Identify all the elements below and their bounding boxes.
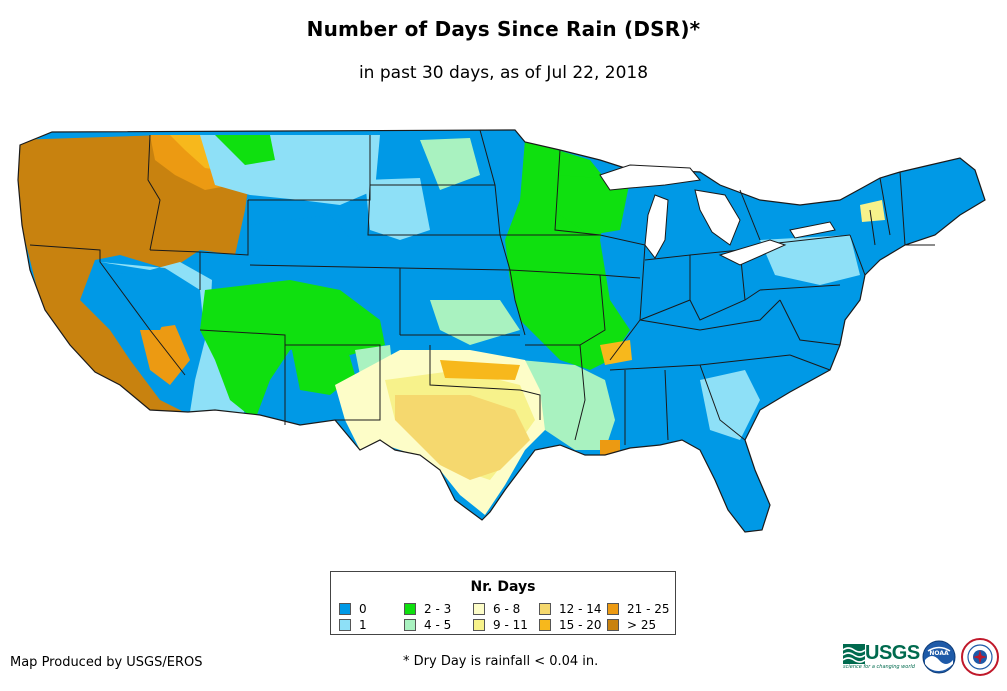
usgs-wave-icon: [843, 644, 865, 664]
map-credit: Map Produced by USGS/EROS: [10, 655, 203, 670]
legend-title: Nr. Days: [470, 579, 536, 595]
region-4-5-north: [420, 138, 480, 190]
dry-day-footnote: * Dry Day is rainfall < 0.04 in.: [403, 654, 599, 669]
region-9-11-ne: [860, 200, 885, 222]
legend-swatch: [473, 602, 485, 615]
region-2-3-north: [215, 135, 275, 165]
legend-item-4: 6 - 8: [473, 602, 520, 616]
region-4-5-ks: [430, 300, 520, 345]
legend-label: 12 - 14: [559, 602, 602, 616]
lake-michigan: [644, 194, 669, 259]
legend-item-0: 0: [339, 602, 367, 616]
noaa-logo: NOAA: [922, 640, 956, 674]
legend-swatch: [539, 618, 551, 631]
map-legend: Nr. Days 0 1 2 - 3 4 - 5 6 - 8 9 - 11 12…: [330, 571, 676, 635]
map-title: Number of Days Since Rain (DSR)*: [306, 17, 701, 41]
region-2-3-nm: [290, 340, 355, 395]
usgs-logo-text: USGS: [865, 642, 920, 664]
region-2-3-rockies: [200, 280, 385, 420]
region-21-25-b: [140, 325, 190, 385]
legend-swatch: [404, 618, 416, 631]
legend-label: > 25: [627, 618, 657, 632]
legend-item-1: 1: [339, 618, 367, 632]
great-lakes: [599, 164, 836, 266]
legend-item-6: 12 - 14: [539, 602, 602, 616]
lake-ontario: [789, 221, 836, 239]
legend-item-3: 4 - 5: [404, 618, 451, 632]
region-12-14: [395, 395, 530, 480]
region-1-dakotas: [365, 178, 430, 240]
legend-label: 2 - 3: [424, 602, 452, 616]
legend-label: 9 - 11: [493, 618, 528, 632]
legend-swatch: [607, 602, 619, 615]
region-1-southeast: [700, 370, 760, 440]
legend-swatch: [339, 602, 351, 615]
legend-item-5: 9 - 11: [473, 618, 528, 632]
map-subtitle: in past 30 days, as of Jul 22, 2018: [358, 63, 649, 83]
lake-huron: [694, 189, 741, 246]
legend-item-9: > 25: [607, 618, 656, 632]
nws-logo: [961, 638, 999, 676]
legend-label: 0: [359, 602, 367, 616]
region-1-basin: [100, 262, 260, 420]
legend-swatch: [404, 602, 416, 615]
noaa-logo-text: NOAA: [929, 650, 949, 657]
legend-label: 4 - 5: [424, 618, 452, 632]
region-15-20-ok: [440, 360, 520, 380]
state-boundaries: [17, 129, 986, 533]
legend-swatch: [607, 618, 619, 631]
legend-item-2: 2 - 3: [404, 602, 451, 616]
legend-label: 1: [359, 618, 367, 632]
region-0-idaho: [100, 272, 175, 330]
lake-superior: [599, 164, 701, 191]
legend-item-8: 21 - 25: [607, 602, 670, 616]
legend-label: 15 - 20: [559, 618, 602, 632]
usgs-logo: USGS science for a changing world: [843, 642, 920, 672]
region-0-colorado: [250, 215, 360, 270]
legend-swatch: [339, 618, 351, 631]
legend-swatch: [473, 618, 485, 631]
legend-swatch: [539, 602, 551, 615]
legend-label: 6 - 8: [493, 602, 521, 616]
legend-label: 21 - 25: [627, 602, 670, 616]
usgs-tagline: science for a changing world: [843, 664, 915, 670]
legend-item-7: 15 - 20: [539, 618, 602, 632]
region-1-east: [760, 235, 860, 285]
lake-erie: [718, 239, 787, 266]
